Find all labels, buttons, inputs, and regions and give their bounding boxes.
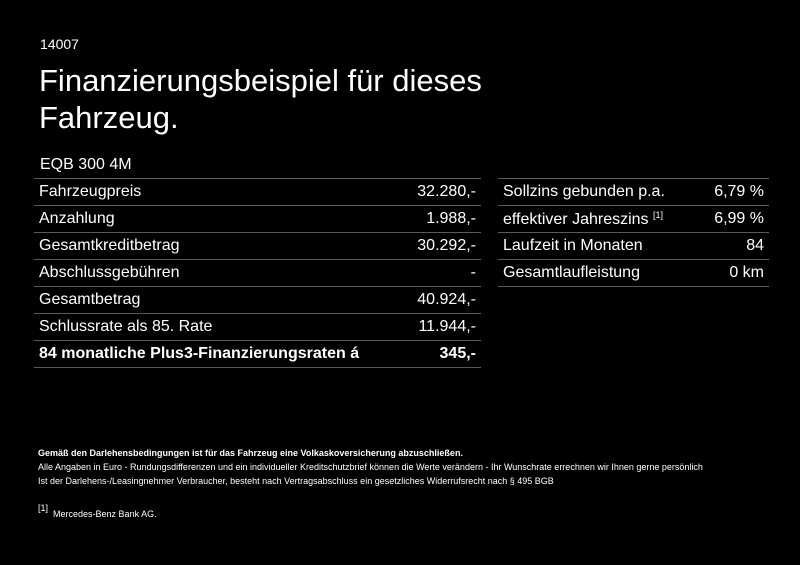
table-row: Fahrzeugpreis 32.280,-	[34, 178, 481, 206]
table-row: Gesamtkreditbetrag 30.292,-	[34, 232, 481, 260]
table-row: Sollzins gebunden p.a. 6,79 %	[498, 178, 769, 206]
row-label: Gesamtlaufleistung	[498, 259, 700, 287]
row-value: 32.280,-	[403, 178, 481, 206]
footnote-text: Mercedes-Benz Bank AG.	[53, 509, 157, 519]
table-row: Laufzeit in Monaten 84	[498, 232, 769, 260]
row-label: Schlussrate als 85. Rate	[34, 313, 404, 341]
table-row: Abschlussgebühren -	[34, 259, 481, 287]
row-value: 6,99 %	[699, 205, 769, 233]
row-value: 0 km	[699, 259, 769, 287]
row-value: 84	[699, 232, 769, 260]
row-value: 11.944,-	[403, 313, 481, 341]
footnote-ref: [1]	[653, 209, 664, 220]
table-row: Gesamtlaufleistung 0 km	[498, 259, 769, 287]
row-value: 40.924,-	[403, 286, 481, 314]
row-label: Anzahlung	[34, 205, 404, 233]
row-label: Sollzins gebunden p.a.	[498, 178, 700, 206]
row-label: Abschlussgebühren	[34, 259, 404, 287]
row-label: Gesamtkreditbetrag	[34, 232, 404, 260]
insurance-note: Gemäß den Darlehensbedingungen ist für d…	[38, 448, 463, 458]
table-row-monthly-rate: 84 monatliche Plus3-Finanzierungsraten á…	[34, 340, 481, 368]
row-label: Laufzeit in Monaten	[498, 232, 700, 260]
disclaimer-line: Alle Angaben in Euro - Rundungsdifferenz…	[38, 462, 703, 472]
table-row: effektiver Jahreszins [1] 6,99 %	[498, 205, 769, 233]
table-row: Schlussrate als 85. Rate 11.944,-	[34, 313, 481, 341]
row-label-cell: effektiver Jahreszins [1]	[498, 205, 700, 233]
row-value: 345,-	[403, 340, 481, 368]
row-label: effektiver Jahreszins	[503, 210, 649, 228]
row-label: Gesamtbetrag	[34, 286, 404, 314]
row-value: -	[403, 259, 481, 287]
row-value: 30.292,-	[403, 232, 481, 260]
table-row: Anzahlung 1.988,-	[34, 205, 481, 233]
table-row: Gesamtbetrag 40.924,-	[34, 286, 481, 314]
row-value: 6,79 %	[699, 178, 769, 206]
page-title: Finanzierungsbeispiel für dieses Fahrzeu…	[39, 63, 482, 135]
offer-code: 14007	[40, 36, 79, 52]
interest-table: Sollzins gebunden p.a. 6,79 % effektiver…	[498, 178, 769, 287]
footnote-marker: [1]	[38, 503, 49, 513]
footnote: [1] Mercedes-Benz Bank AG.	[38, 501, 778, 521]
row-value: 1.988,-	[403, 205, 481, 233]
financing-table: Fahrzeugpreis 32.280,- Anzahlung 1.988,-…	[34, 178, 481, 368]
row-label: Fahrzeugpreis	[34, 178, 404, 206]
withdrawal-line: Ist der Darlehens-/Leasingnehmer Verbrau…	[38, 476, 554, 486]
row-label: 84 monatliche Plus3-Finanzierungsraten á	[34, 340, 404, 368]
vehicle-model: EQB 300 4M	[40, 156, 132, 173]
legal-footer: Gemäß den Darlehensbedingungen ist für d…	[38, 446, 778, 521]
